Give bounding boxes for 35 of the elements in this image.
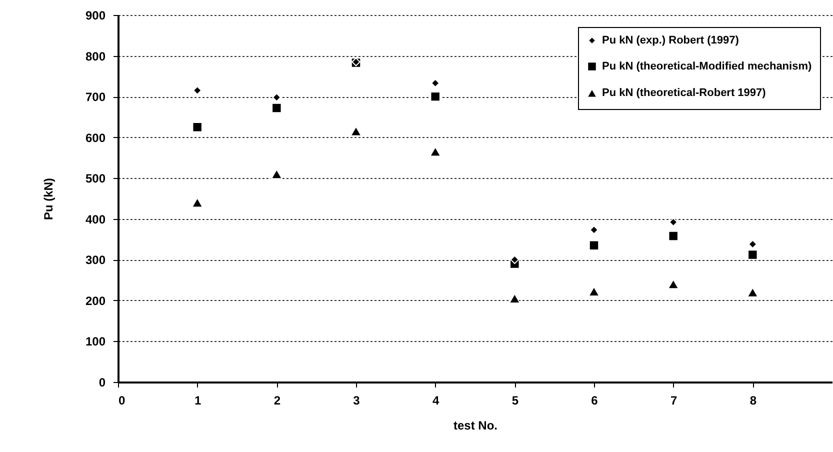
point — [746, 287, 758, 298]
x-tick-label: 4 — [432, 394, 440, 408]
point — [588, 240, 600, 251]
legend-label: Pu kN (theoretical-Modified mechanism) — [602, 60, 812, 72]
point — [748, 250, 758, 260]
x-tick-label: 3 — [353, 394, 360, 408]
point — [668, 279, 680, 290]
point — [192, 198, 204, 208]
y-tick-label: 100 — [85, 334, 106, 349]
point — [272, 102, 282, 114]
point — [350, 126, 362, 136]
x-tick-label: 8 — [750, 394, 757, 408]
y-tick-label: 700 — [85, 90, 106, 104]
x-tick-label: 1 — [194, 394, 202, 408]
x-axis-title: test No. — [453, 418, 498, 432]
x-tick-label: 7 — [670, 394, 678, 408]
y-tick-label: 400 — [85, 212, 106, 226]
y-axis-title: Pu (kN) — [41, 178, 56, 220]
x-tick-label: 2 — [274, 394, 281, 408]
y-tick-label: 500 — [85, 172, 106, 186]
y-tick-label: 200 — [85, 294, 106, 308]
point — [192, 122, 202, 132]
x-tick-label: 6 — [591, 394, 598, 408]
legend-label: Pu kN (exp.) Robert (1997) — [602, 34, 740, 46]
y-tick-label: 900 — [85, 8, 106, 22]
point — [668, 230, 678, 242]
y-tick-label: 300 — [85, 253, 106, 268]
x-tick-label: 5 — [512, 394, 519, 408]
y-tick-label: 600 — [85, 130, 106, 145]
legend-label: Pu kN (theoretical-Robert 1997) — [602, 87, 766, 99]
x-tick-label: 0 — [118, 394, 126, 408]
point — [430, 146, 442, 157]
point — [430, 91, 440, 102]
y-tick-label: 0 — [98, 376, 106, 390]
y-tick-label: 800 — [85, 49, 106, 64]
